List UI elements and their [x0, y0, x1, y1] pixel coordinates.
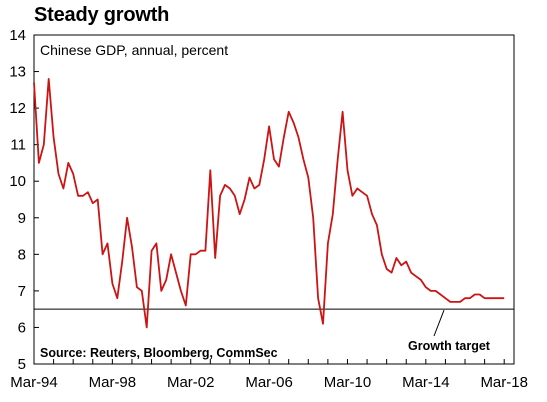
x-tick-label: Mar-10 — [324, 374, 372, 391]
x-tick-label: Mar-98 — [89, 374, 137, 391]
x-tick-label: Mar-94 — [10, 374, 58, 391]
x-tick-label: Mar-02 — [167, 374, 215, 391]
y-tick-label: 12 — [9, 100, 26, 117]
y-tick-label: 10 — [9, 173, 26, 190]
x-tick-label: Mar-18 — [480, 374, 528, 391]
y-axis: 5 6 7 8 9 10 11 12 13 14 — [9, 27, 39, 373]
plot-frame — [33, 34, 515, 365]
chart-title: Steady growth — [34, 4, 170, 26]
growth-target-pointer — [433, 309, 445, 337]
x-tick-label: Mar-14 — [402, 374, 450, 391]
growth-target-label: Growth target — [408, 339, 491, 353]
y-tick-label: 6 — [18, 319, 26, 336]
y-tick-label: 5 — [18, 356, 26, 373]
x-tick-label: Mar-06 — [245, 374, 293, 391]
y-tick-label: 9 — [18, 210, 26, 227]
source-note: Source: Reuters, Bloomberg, CommSec — [40, 346, 278, 360]
y-tick-label: 11 — [10, 137, 26, 154]
y-tick-label: 8 — [18, 246, 26, 263]
chart-subtitle: Chinese GDP, annual, percent — [40, 42, 228, 58]
x-axis: Mar-94 Mar-98 Mar-02 Mar-06 Mar-10 Mar-14 Mar-… — [10, 359, 528, 391]
y-tick-label: 7 — [18, 283, 26, 300]
gdp-series-line — [33, 78, 505, 329]
y-tick-label: 13 — [9, 64, 26, 81]
y-tick-label: 14 — [9, 27, 26, 44]
